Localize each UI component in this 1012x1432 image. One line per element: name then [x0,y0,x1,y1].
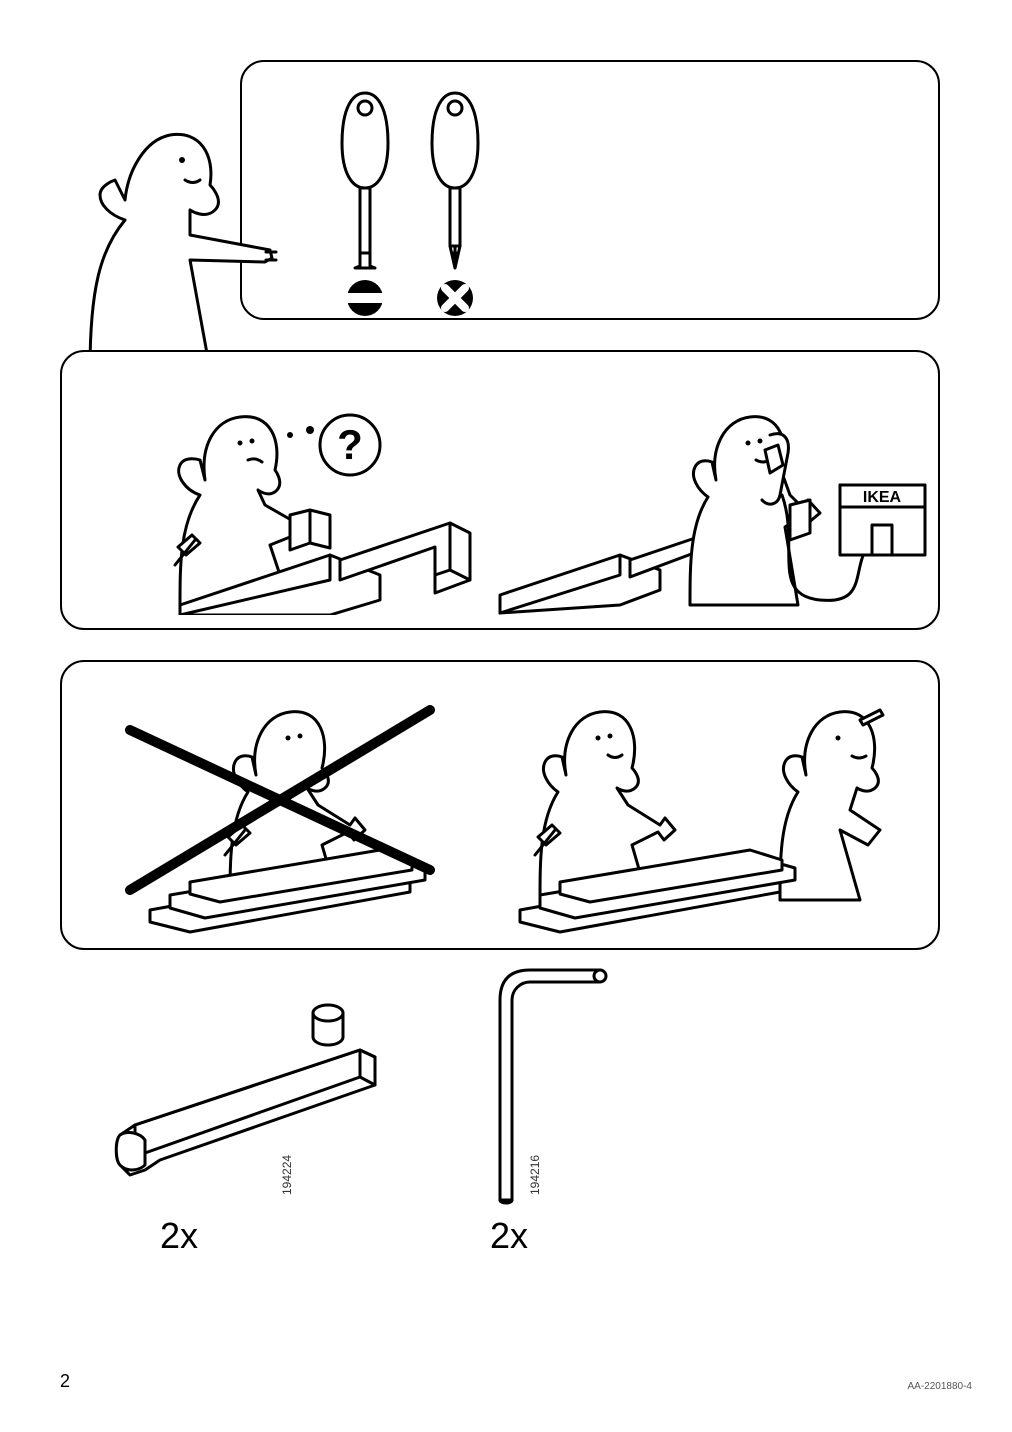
figure-one-person-crossed [90,670,470,940]
figure-two-people [480,670,920,940]
part-qty-1: 2x [160,1215,198,1257]
page-content: ? IKEA [60,60,952,1372]
document-id: AA-2201880-4 [908,1381,973,1392]
figure-person-pointing [50,80,310,380]
part-id-2: 194216 [528,1155,542,1195]
part-qty-2: 2x [490,1215,528,1257]
ikea-store-label: IKEA [863,489,902,506]
question-mark: ? [337,421,363,468]
page-number: 2 [60,1371,70,1392]
part-id-1: 194224 [280,1155,294,1195]
figure-part-hexkey [450,940,650,1220]
figure-flathead-screwdriver [330,88,400,318]
figure-confused-person: ? [100,365,480,615]
figure-phillips-screwdriver [420,88,490,318]
figure-call-ikea: IKEA [490,365,930,615]
figure-part-bracket [80,965,420,1215]
